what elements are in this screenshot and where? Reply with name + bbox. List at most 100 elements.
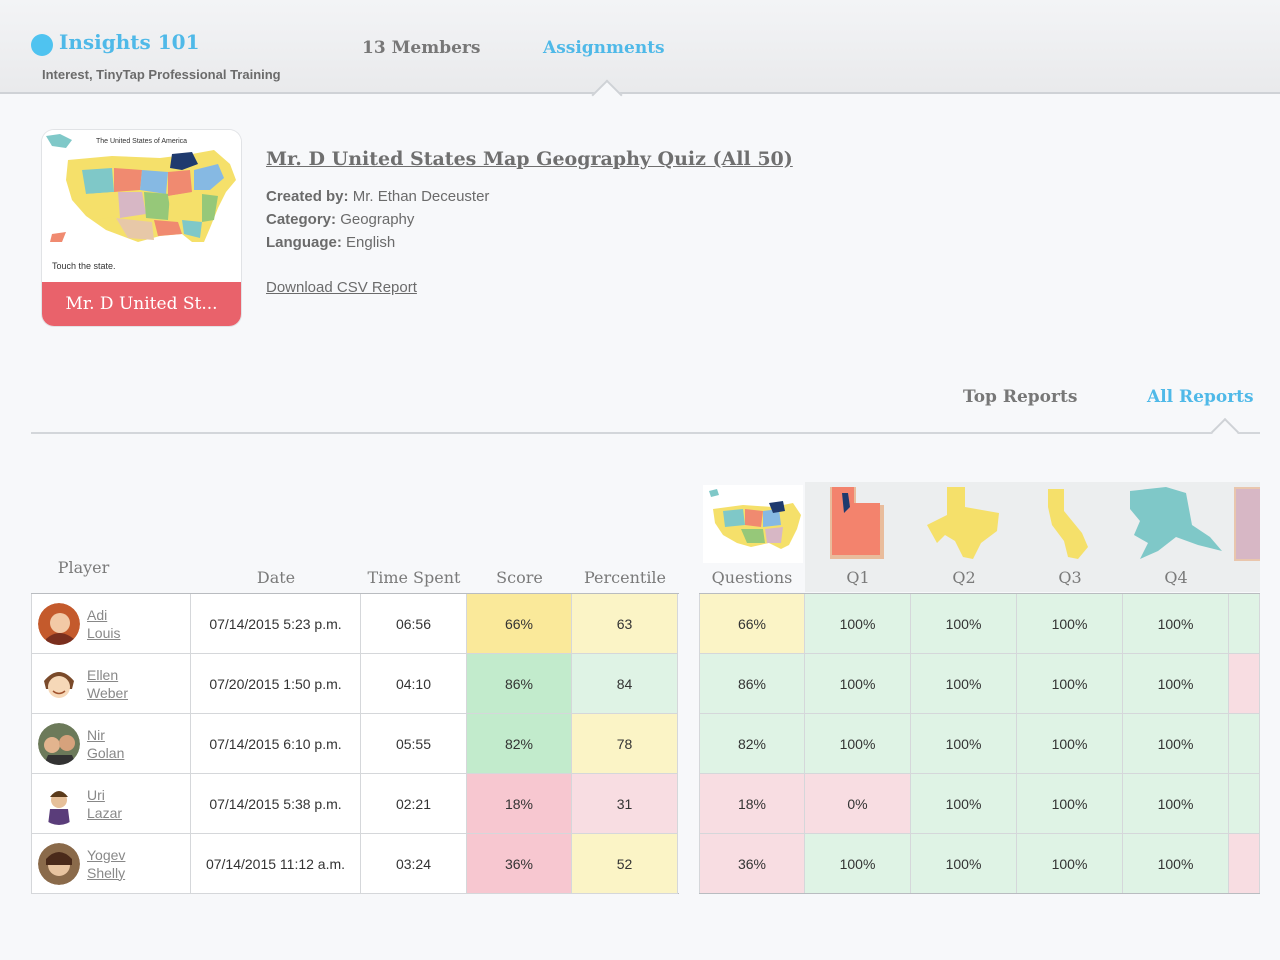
assignment-title-link[interactable]: Mr. D United States Map Geography Quiz (…	[266, 148, 793, 170]
thumbnail-label: Mr. D United St...	[42, 282, 241, 326]
player-cell[interactable]: Nir Golan	[31, 714, 191, 774]
q1-utah-shape-icon	[830, 487, 884, 559]
header-q2: Q2	[952, 568, 976, 587]
player-name-link[interactable]: Adi Louis	[87, 606, 121, 641]
created-by-label: Created by:	[266, 188, 349, 205]
logo-dot-icon	[31, 34, 53, 56]
avatar	[38, 782, 80, 825]
date-cell: 07/20/2015 1:50 p.m.	[191, 654, 361, 714]
player-name-link[interactable]: Nir Golan	[87, 726, 125, 761]
reports-divider	[31, 432, 1260, 434]
avatar	[38, 722, 80, 765]
q1-cell: 100%	[805, 654, 911, 714]
player-cell[interactable]: Adi Louis	[31, 594, 191, 654]
q4-cell: 100%	[1123, 654, 1229, 714]
player-table: Adi Louis 07/14/2015 5:23 p.m. 06:56 66% …	[31, 593, 679, 894]
questions-table: 66% 100% 100% 100% 100% 86% 100% 100% 10…	[699, 593, 1260, 894]
category-line: Category: Geography	[266, 211, 414, 228]
language-label: Language:	[266, 234, 342, 251]
q1-cell: 100%	[805, 594, 911, 654]
q5-cell-partial	[1229, 714, 1260, 774]
thumbnail-instruction: Touch the state.	[52, 261, 116, 271]
player-name-link[interactable]: Ellen Weber	[87, 666, 128, 701]
percentile-cell: 52	[572, 834, 678, 894]
percentile-cell: 63	[572, 594, 678, 654]
q5-cell-partial	[1229, 654, 1260, 714]
player-name-link[interactable]: Uri Lazar	[87, 786, 123, 821]
percentile-cell: 84	[572, 654, 678, 714]
q2-cell: 100%	[911, 714, 1017, 774]
player-cell[interactable]: Uri Lazar	[31, 774, 191, 834]
q3-california-shape-icon	[1048, 489, 1088, 559]
percentile-cell: 31	[572, 774, 678, 834]
header-q4: Q4	[1164, 568, 1188, 587]
score-cell: 86%	[467, 654, 572, 714]
header-time-spent: Time Spent	[367, 568, 461, 587]
time-spent-cell: 05:55	[361, 714, 467, 774]
us-map-image	[42, 130, 241, 282]
questions-score-cell: 36%	[699, 834, 805, 893]
q5-cell-partial	[1229, 594, 1260, 654]
player-cell[interactable]: Ellen Weber	[31, 654, 191, 714]
questions-score-cell: 18%	[699, 774, 805, 834]
player-name-link[interactable]: Yogev Shelly	[87, 846, 126, 881]
tab-all-reports[interactable]: All Reports	[1147, 387, 1254, 407]
q5-cell-partial	[1229, 834, 1260, 893]
q4-cell: 100%	[1123, 834, 1229, 893]
date-cell: 07/14/2015 5:38 p.m.	[191, 774, 361, 834]
q2-texas-shape-icon	[927, 487, 999, 559]
q4-alaska-shape-icon	[1130, 487, 1222, 559]
header-q3: Q3	[1058, 568, 1082, 587]
q3-cell: 100%	[1017, 774, 1123, 834]
group-subtitle: Interest, TinyTap Professional Training	[42, 67, 281, 82]
q2-cell: 100%	[911, 834, 1017, 893]
q4-cell: 100%	[1123, 714, 1229, 774]
date-cell: 07/14/2015 11:12 a.m.	[191, 834, 361, 894]
language-value: English	[346, 234, 396, 251]
category-label: Category:	[266, 211, 337, 228]
time-spent-cell: 03:24	[361, 834, 467, 894]
avatar	[38, 842, 80, 885]
download-csv-link[interactable]: Download CSV Report	[266, 279, 417, 296]
q5-partial-shape-icon	[1234, 487, 1260, 561]
score-cell: 18%	[467, 774, 572, 834]
q1-cell: 100%	[805, 714, 911, 774]
questions-score-cell: 82%	[699, 714, 805, 774]
questions-map-icon	[703, 485, 803, 563]
avatar	[38, 662, 80, 705]
date-cell: 07/14/2015 6:10 p.m.	[191, 714, 361, 774]
top-header: Insights 101 Interest, TinyTap Professio…	[0, 0, 1280, 94]
time-spent-cell: 04:10	[361, 654, 467, 714]
q4-cell: 100%	[1123, 774, 1229, 834]
q3-cell: 100%	[1017, 834, 1123, 893]
q3-cell: 100%	[1017, 594, 1123, 654]
q4-cell: 100%	[1123, 594, 1229, 654]
time-spent-cell: 06:56	[361, 594, 467, 654]
header-score: Score	[496, 568, 543, 587]
percentile-cell: 78	[572, 714, 678, 774]
category-value: Geography	[340, 211, 415, 228]
header-date: Date	[256, 568, 296, 587]
nav-members[interactable]: 13 Members	[362, 38, 481, 58]
brand-title[interactable]: Insights 101	[59, 30, 200, 54]
q1-cell: 100%	[805, 834, 911, 893]
created-by-value: Mr. Ethan Deceuster	[352, 188, 490, 205]
q5-cell-partial	[1229, 774, 1260, 834]
date-cell: 07/14/2015 5:23 p.m.	[191, 594, 361, 654]
q1-cell: 0%	[805, 774, 911, 834]
questions-score-cell: 86%	[699, 654, 805, 714]
q2-cell: 100%	[911, 774, 1017, 834]
thumbnail-map-title: The United States of America	[95, 138, 188, 145]
score-cell: 66%	[467, 594, 572, 654]
avatar	[38, 602, 80, 645]
assignment-thumbnail[interactable]: The United States of America Touch the s…	[42, 130, 241, 326]
header-percentile: Percentile	[583, 568, 667, 587]
header-player: Player	[57, 558, 110, 577]
player-cell[interactable]: Yogev Shelly	[31, 834, 191, 894]
questions-score-cell: 66%	[699, 594, 805, 654]
q3-cell: 100%	[1017, 654, 1123, 714]
language-line: Language: English	[266, 234, 395, 251]
header-q1: Q1	[846, 568, 870, 587]
nav-assignments[interactable]: Assignments	[543, 38, 665, 58]
tab-top-reports[interactable]: Top Reports	[963, 387, 1078, 407]
